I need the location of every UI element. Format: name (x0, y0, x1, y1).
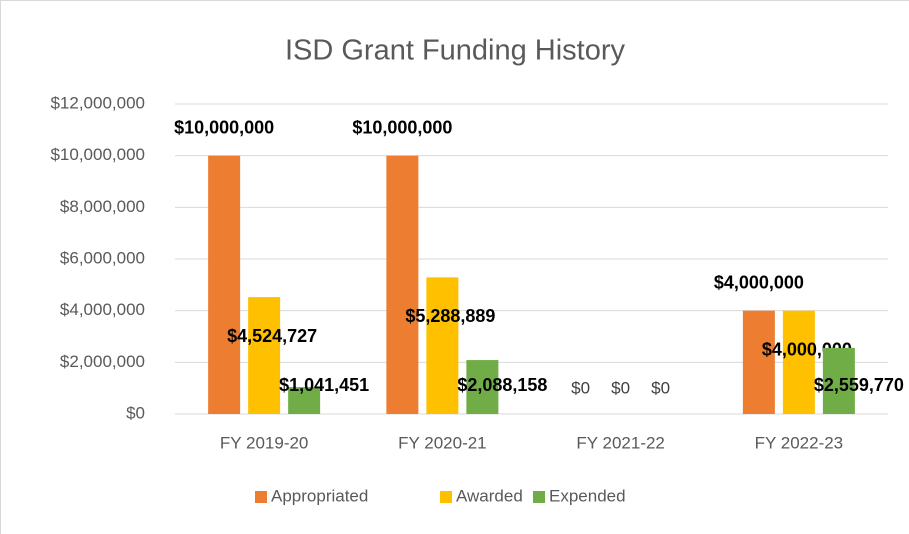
legend-label: Awarded (456, 486, 523, 505)
x-tick-label: FY 2022-23 (755, 433, 844, 452)
y-tick-label: $4,000,000 (60, 300, 145, 319)
bar (386, 155, 419, 414)
bar (782, 310, 815, 414)
y-tick-label: $0 (126, 403, 145, 422)
y-tick-label: $6,000,000 (60, 248, 145, 267)
value-label: $4,000,000 (714, 272, 804, 292)
value-label: $2,559,770 (814, 375, 904, 395)
bar (822, 347, 855, 414)
y-tick-label: $10,000,000 (50, 145, 145, 164)
value-label: $0 (651, 378, 670, 397)
x-tick-label: FY 2019-20 (220, 433, 309, 452)
legend-swatch (255, 491, 267, 503)
x-tick-label: FY 2021-22 (576, 433, 665, 452)
legend-swatch (533, 491, 545, 503)
legend-swatch (440, 491, 452, 503)
value-label: $2,088,158 (457, 375, 547, 395)
bar (426, 277, 459, 414)
value-label: $0 (611, 378, 630, 397)
value-label: $4,524,727 (227, 326, 317, 346)
bar (208, 155, 241, 414)
bar (466, 360, 499, 414)
value-label: $5,288,889 (405, 306, 495, 326)
value-label: $10,000,000 (352, 117, 452, 137)
value-label: $0 (571, 378, 590, 397)
bar (288, 387, 321, 414)
bar (742, 310, 775, 414)
legend-label: Appropriated (271, 486, 368, 505)
bar (248, 297, 281, 414)
value-label: $10,000,000 (174, 117, 274, 137)
y-tick-label: $12,000,000 (50, 93, 145, 112)
value-label: $1,041,451 (279, 375, 369, 395)
y-tick-label: $2,000,000 (60, 352, 145, 371)
chart-title: ISD Grant Funding History (285, 35, 626, 67)
legend-label: Expended (549, 486, 626, 505)
x-tick-label: FY 2020-21 (398, 433, 487, 452)
y-tick-label: $8,000,000 (60, 197, 145, 216)
